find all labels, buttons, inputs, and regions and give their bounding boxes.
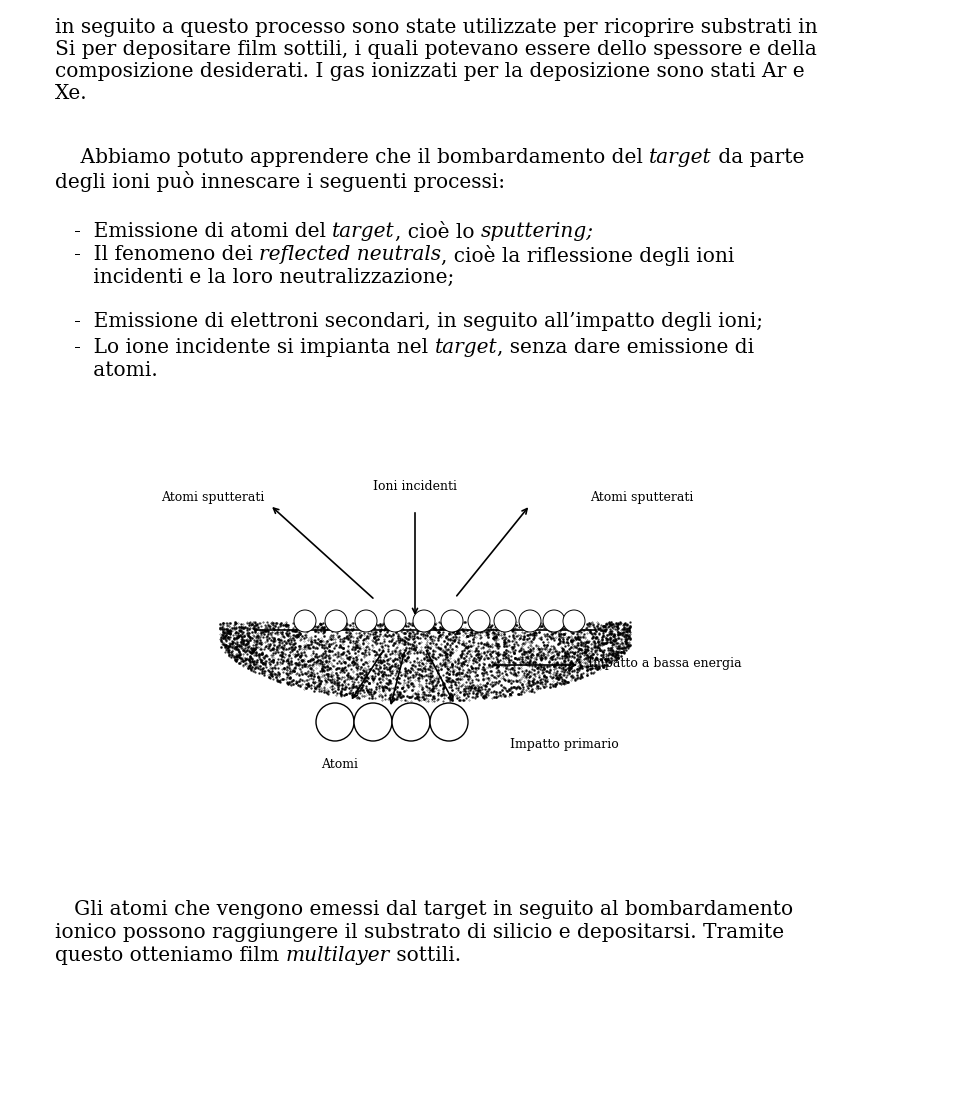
Text: atomi.: atomi. xyxy=(55,361,157,380)
Circle shape xyxy=(294,610,316,632)
Text: sputtering;: sputtering; xyxy=(481,222,594,241)
Text: reflected neutrals: reflected neutrals xyxy=(259,245,442,264)
Text: -  Emissione di elettroni secondari, in seguito all’impatto degli ioni;: - Emissione di elettroni secondari, in s… xyxy=(55,312,763,331)
Text: -  Il fenomeno dei: - Il fenomeno dei xyxy=(55,245,259,264)
Text: Impatto primario: Impatto primario xyxy=(510,738,619,751)
Circle shape xyxy=(430,703,468,741)
Text: Atomi: Atomi xyxy=(322,758,358,771)
Text: incidenti e la loro neutralizzazione;: incidenti e la loro neutralizzazione; xyxy=(55,268,454,287)
Text: Ioni incidenti: Ioni incidenti xyxy=(373,480,457,493)
Text: Atomi sputterati: Atomi sputterati xyxy=(161,491,265,503)
Circle shape xyxy=(519,610,541,632)
Circle shape xyxy=(355,610,377,632)
Text: target: target xyxy=(435,338,497,357)
Circle shape xyxy=(441,610,463,632)
Text: , cioè la riflessione degli ioni: , cioè la riflessione degli ioni xyxy=(442,245,734,266)
Text: Impatto a bassa energia: Impatto a bassa energia xyxy=(588,656,742,670)
Text: Gli atomi che vengono emessi dal target in seguito al bombardamento: Gli atomi che vengono emessi dal target … xyxy=(55,900,793,919)
Text: ionico possono raggiungere il substrato di silicio e depositarsi. Tramite: ionico possono raggiungere il substrato … xyxy=(55,923,784,942)
Text: multilayer: multilayer xyxy=(285,946,390,965)
Circle shape xyxy=(325,610,347,632)
Text: Atomi sputterati: Atomi sputterati xyxy=(590,491,693,503)
Text: sottili.: sottili. xyxy=(390,946,461,965)
Circle shape xyxy=(543,610,565,632)
Text: -  Lo ione incidente si impianta nel: - Lo ione incidente si impianta nel xyxy=(55,338,435,357)
Text: degli ioni può innescare i seguenti processi:: degli ioni può innescare i seguenti proc… xyxy=(55,171,505,192)
Text: target: target xyxy=(332,222,395,241)
Text: , senza dare emissione di: , senza dare emissione di xyxy=(497,338,755,357)
Circle shape xyxy=(413,610,435,632)
Text: da parte: da parte xyxy=(712,148,804,167)
Text: Xe.: Xe. xyxy=(55,84,87,103)
Text: composizione desiderati. I gas ionizzati per la deposizione sono stati Ar e: composizione desiderati. I gas ionizzati… xyxy=(55,61,804,80)
Text: questo otteniamo film: questo otteniamo film xyxy=(55,946,285,965)
Circle shape xyxy=(316,703,354,741)
Text: -  Emissione di atomi del: - Emissione di atomi del xyxy=(55,222,332,241)
Circle shape xyxy=(494,610,516,632)
Circle shape xyxy=(392,703,430,741)
Text: Si per depositare film sottili, i quali potevano essere dello spessore e della: Si per depositare film sottili, i quali … xyxy=(55,40,817,59)
Text: Abbiamo potuto apprendere che il bombardamento del: Abbiamo potuto apprendere che il bombard… xyxy=(55,148,649,167)
Circle shape xyxy=(468,610,490,632)
Circle shape xyxy=(384,610,406,632)
Circle shape xyxy=(354,703,392,741)
Text: in seguito a questo processo sono state utilizzate per ricoprire substrati in: in seguito a questo processo sono state … xyxy=(55,18,818,37)
Text: , cioè lo: , cioè lo xyxy=(395,222,481,243)
Text: target: target xyxy=(649,148,712,167)
Circle shape xyxy=(563,610,585,632)
